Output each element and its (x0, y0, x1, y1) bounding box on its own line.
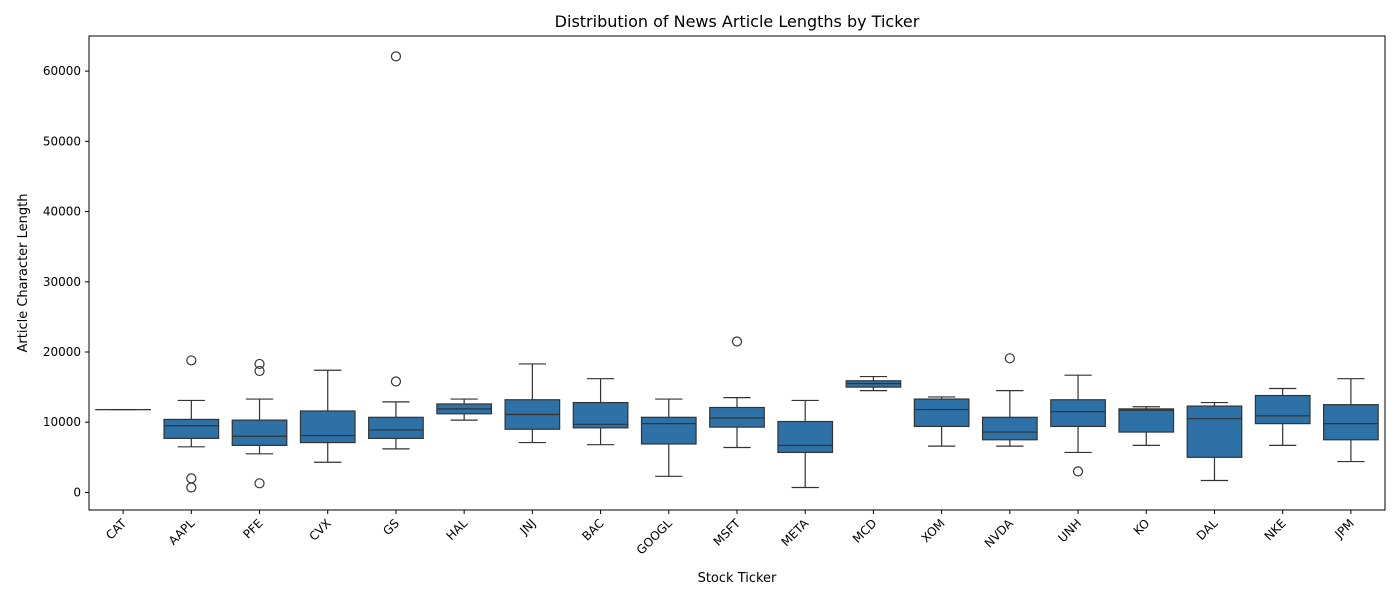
outlier-point (1005, 354, 1014, 363)
plot-area (96, 52, 1378, 492)
x-tick-label: KO (1131, 516, 1153, 538)
box-iqr (1119, 409, 1174, 432)
box-group-gs (369, 52, 424, 449)
box-iqr (300, 411, 355, 443)
outlier-point (1074, 467, 1083, 476)
y-tick-label: 0 (73, 485, 81, 499)
chart-title: Distribution of News Article Lengths by … (555, 12, 920, 31)
box-group-nvda (983, 354, 1038, 446)
box-group-unh (1051, 375, 1106, 476)
x-axis: CAT AAPL PFE CVX GS HAL JNJ BAC GOOGL MSFT META MCD… (103, 510, 1357, 557)
box-group-aapl (164, 356, 219, 492)
box-group-cvx (300, 370, 355, 462)
box-iqr (710, 407, 765, 427)
outlier-point (187, 356, 196, 365)
outlier-point (255, 366, 264, 375)
y-axis-label: Article Character Length (16, 194, 31, 353)
x-tick-label: DAL (1194, 516, 1221, 543)
box-iqr (369, 417, 424, 438)
box-group-msft (710, 337, 765, 448)
x-tick-label: GS (380, 516, 402, 538)
x-tick-label: UNH (1055, 516, 1084, 545)
y-axis: 0 10000 20000 30000 40000 50000 60000 (43, 64, 89, 499)
y-tick-label: 30000 (43, 275, 81, 289)
box-iqr (1255, 396, 1310, 424)
box-iqr (914, 399, 969, 426)
box-iqr (778, 422, 833, 453)
box-group-xom (914, 397, 969, 446)
outlier-point (391, 52, 400, 61)
box-group-ko (1119, 407, 1174, 446)
box-iqr (1324, 405, 1379, 440)
box-group-jnj (505, 364, 560, 443)
y-tick-label: 40000 (43, 205, 81, 219)
x-tick-label: GOOGL (634, 516, 675, 557)
x-tick-label: BAC (579, 516, 606, 543)
box-group-googl (642, 399, 697, 476)
box-iqr (642, 417, 697, 444)
box-iqr (164, 419, 219, 438)
outlier-point (187, 474, 196, 483)
x-tick-label: CVX (306, 516, 333, 543)
x-tick-label: AAPL (166, 516, 198, 548)
box-group-bac (573, 379, 628, 445)
y-tick-label: 60000 (43, 64, 81, 78)
x-tick-label: CAT (103, 516, 130, 543)
box-group-hal (437, 399, 492, 420)
x-tick-label: NVDA (982, 516, 1017, 551)
box-iqr (983, 417, 1038, 439)
x-tick-label: MCD (850, 516, 880, 546)
box-group-jpm (1324, 379, 1379, 462)
x-tick-label: JPM (1331, 516, 1357, 542)
y-tick-label: 50000 (43, 134, 81, 148)
box-group-dal (1187, 403, 1242, 481)
x-tick-label: MSFT (711, 516, 744, 549)
outlier-point (733, 337, 742, 346)
box-iqr (1051, 400, 1106, 427)
outlier-point (255, 479, 264, 488)
x-tick-label: XOM (919, 516, 948, 545)
outlier-point (391, 377, 400, 386)
y-tick-label: 10000 (43, 415, 81, 429)
box-group-mcd (846, 377, 901, 391)
box-group-nke (1255, 389, 1310, 446)
box-group-meta (778, 400, 833, 487)
box-group-pfe (232, 359, 287, 487)
x-tick-label: HAL (443, 516, 470, 543)
x-tick-label: JNJ (517, 516, 539, 538)
x-axis-label: Stock Ticker (698, 571, 777, 586)
box-iqr (232, 420, 287, 445)
x-tick-label: META (778, 516, 811, 549)
x-tick-label: PFE (240, 516, 265, 541)
y-tick-label: 20000 (43, 345, 81, 359)
x-tick-label: NKE (1262, 516, 1289, 543)
box-iqr (1187, 406, 1242, 457)
outlier-point (187, 483, 196, 492)
